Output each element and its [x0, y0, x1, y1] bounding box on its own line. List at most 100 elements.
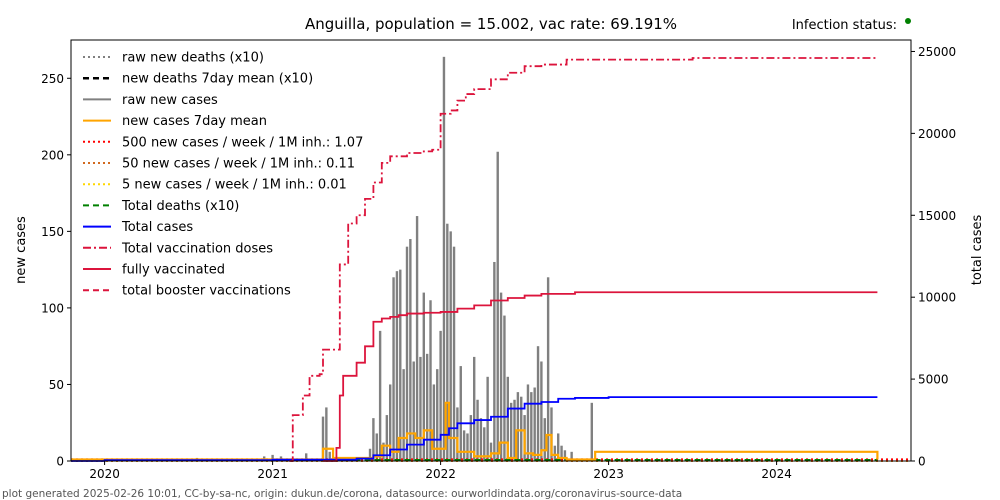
raw-new-cases-bar	[399, 269, 402, 461]
legend-item: 500 new cases / week / 1M inh.: 1.07	[83, 135, 363, 150]
raw-new-cases-bar	[305, 453, 308, 461]
raw-new-cases-bar	[473, 356, 476, 461]
raw-new-cases-bar	[520, 396, 523, 461]
chart-title: Anguilla, population = 15.002, vac rate:…	[305, 15, 677, 33]
raw-new-cases-bar	[516, 392, 520, 461]
raw-new-cases-bar	[446, 223, 449, 461]
legend-label: 5 new cases / week / 1M inh.: 0.01	[122, 178, 347, 193]
new-cases-7day-mean-line	[71, 401, 879, 461]
raw-new-cases-bar	[590, 402, 593, 461]
x-tick-label: 2024	[761, 467, 792, 481]
y-right-tick-label: 0	[918, 455, 926, 469]
infection-status-label: Infection status:	[792, 18, 897, 33]
y-left-tick-label: 100	[41, 301, 64, 315]
raw-new-cases-bar	[422, 292, 425, 461]
y-left-tick-label: 0	[56, 455, 64, 469]
raw-new-cases-bar	[328, 451, 331, 461]
raw-new-cases-bar	[436, 369, 439, 461]
legend-item: raw new deaths (x10)	[83, 51, 264, 66]
legend-item: raw new cases	[83, 93, 218, 108]
raw-new-cases-bar	[385, 415, 389, 461]
legend: raw new deaths (x10) new deaths 7day mean…	[83, 51, 363, 299]
raw-new-cases-bar	[412, 361, 415, 461]
raw-new-cases-bar	[395, 271, 399, 461]
raw-new-cases-bar	[499, 292, 503, 461]
raw-new-cases-bar	[325, 407, 328, 461]
raw-new-cases-bar	[476, 399, 479, 461]
legend-item: Total deaths (x10)	[83, 199, 239, 214]
raw-new-cases-bars	[195, 56, 593, 462]
raw-new-cases-bar	[483, 427, 486, 461]
raw-new-cases-bar	[503, 315, 506, 461]
raw-new-cases-bar	[368, 448, 372, 461]
y-right-tick-label: 25000	[918, 45, 956, 59]
raw-new-cases-bar	[530, 392, 533, 461]
x-tick-label: 2021	[257, 467, 288, 481]
raw-new-cases-bar	[452, 246, 456, 461]
total-vaccination-doses-line	[289, 57, 878, 462]
total-cases-line	[71, 396, 878, 462]
raw-new-cases-bar	[466, 433, 469, 461]
raw-new-cases-bar	[442, 56, 446, 462]
raw-new-cases-bar	[553, 445, 557, 461]
raw-new-cases-bar	[560, 445, 563, 461]
raw-new-cases-bar	[456, 407, 459, 461]
raw-new-cases-bar	[557, 433, 560, 461]
legend-item: Total vaccination doses	[83, 241, 273, 256]
raw-new-cases-bar	[489, 442, 493, 461]
raw-new-cases-bar	[513, 399, 516, 461]
raw-new-cases-bar	[382, 442, 385, 461]
x-tick-label: 2022	[425, 467, 456, 481]
raw-new-cases-bar	[479, 418, 483, 461]
raw-new-cases-bar	[415, 216, 419, 461]
raw-new-cases-bar	[439, 330, 442, 461]
legend-label: total booster vaccinations	[122, 284, 291, 299]
raw-new-cases-bar	[543, 418, 546, 461]
raw-new-cases-bar	[405, 246, 409, 461]
raw-new-cases-bar	[563, 450, 567, 461]
y-axis-label-right: total cases	[970, 215, 985, 286]
legend-label: raw new cases	[122, 93, 218, 108]
y-right-tick-label: 10000	[918, 291, 956, 305]
footer-text: plot generated 2025-02-26 10:01, CC-by-s…	[2, 488, 682, 500]
legend-item: new deaths 7day mean (x10)	[83, 72, 313, 87]
raw-new-cases-bar	[375, 433, 378, 461]
raw-new-cases-bar	[409, 239, 412, 461]
raw-new-cases-bar	[496, 151, 499, 462]
raw-new-cases-bar	[533, 387, 536, 461]
raw-new-cases-bar	[462, 430, 466, 461]
raw-new-cases-bar	[449, 231, 452, 461]
legend-item: fully vaccinated	[83, 263, 225, 278]
legend-label: new deaths 7day mean (x10)	[122, 72, 313, 87]
raw-new-cases-bar	[271, 454, 274, 461]
raw-new-cases-bar	[540, 361, 543, 461]
left-y-axis-ticks: 0 50 100 150 200 250	[41, 72, 71, 469]
x-tick-label: 2023	[593, 467, 624, 481]
legend-label: Total deaths (x10)	[121, 199, 239, 214]
right-y-axis-ticks: 0 5000 10000 15000 20000 25000	[911, 45, 956, 469]
raw-new-cases-bar	[321, 416, 325, 461]
raw-new-cases-bar	[486, 376, 489, 461]
legend-item: new cases 7day mean	[83, 114, 267, 129]
raw-new-cases-bar	[392, 277, 395, 461]
y-left-tick-label: 200	[41, 148, 64, 162]
legend-item: total booster vaccinations	[83, 284, 291, 299]
fully-vaccinated-line	[323, 291, 878, 462]
legend-item: Total cases	[83, 220, 193, 235]
raw-new-cases-bar	[506, 376, 509, 461]
raw-new-cases-bar	[372, 418, 375, 461]
infection-status-dot	[905, 18, 911, 24]
y-right-tick-label: 15000	[918, 209, 956, 223]
raw-new-cases-bar	[419, 356, 422, 461]
y-left-tick-label: 150	[41, 225, 64, 239]
raw-new-cases-bar	[402, 369, 405, 461]
y-left-tick-label: 50	[49, 378, 64, 392]
y-right-tick-label: 20000	[918, 127, 956, 141]
y-left-tick-label: 250	[41, 72, 64, 86]
raw-new-cases-bar	[425, 353, 429, 461]
y-right-tick-label: 5000	[918, 373, 949, 387]
raw-new-cases-bar	[429, 300, 432, 461]
x-tick-label: 2020	[89, 467, 120, 481]
raw-new-cases-bar	[389, 384, 392, 461]
